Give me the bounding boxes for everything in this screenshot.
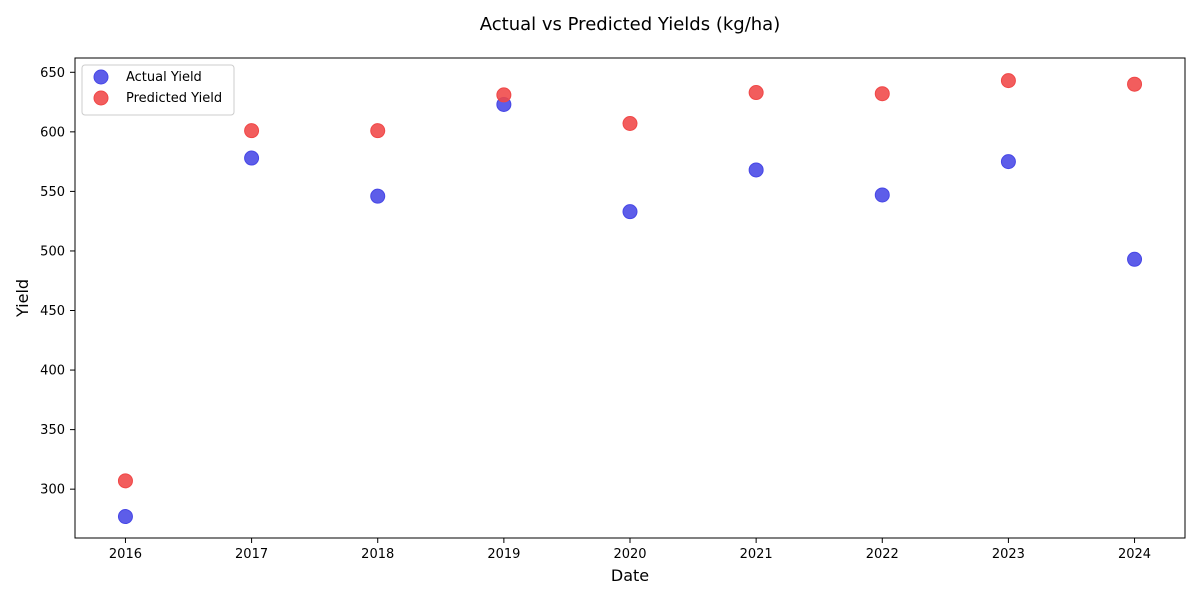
predicted-yield-point xyxy=(496,87,512,103)
predicted-yield-point xyxy=(748,85,764,101)
predicted-yield-point xyxy=(244,123,260,139)
actual-yield-point xyxy=(1127,251,1143,267)
x-tick-label: 2019 xyxy=(487,547,520,562)
y-axis-label: Yield xyxy=(13,279,32,318)
actual-yield-point xyxy=(370,188,386,204)
actual-yield-point xyxy=(1000,154,1016,170)
x-tick-label: 2023 xyxy=(992,547,1025,562)
y-tick-label: 550 xyxy=(40,185,65,200)
x-tick-label: 2017 xyxy=(235,547,268,562)
actual-yield-point xyxy=(874,187,890,203)
x-axis: 2016 2017 2018 2019 2020 2021 2022 2023 2024 xyxy=(109,538,1151,562)
legend: Actual Yield Predicted Yield xyxy=(81,64,235,116)
actual-yield-point xyxy=(622,204,638,220)
legend-label-predicted: Predicted Yield xyxy=(126,91,222,106)
predicted-yield-point xyxy=(1000,73,1016,89)
legend-box xyxy=(81,64,235,116)
x-tick-label: 2021 xyxy=(740,547,773,562)
predicted-yield-point xyxy=(370,123,386,139)
x-tick-label: 2022 xyxy=(866,547,899,562)
y-tick-label: 650 xyxy=(40,66,65,81)
data-points xyxy=(117,73,1143,525)
x-tick-label: 2020 xyxy=(613,547,646,562)
x-tick-label: 2024 xyxy=(1118,547,1151,562)
y-tick-label: 400 xyxy=(40,364,65,379)
legend-marker-predicted xyxy=(93,90,109,106)
predicted-yield-point xyxy=(874,86,890,102)
legend-marker-actual xyxy=(93,69,109,85)
actual-yield-point xyxy=(117,509,133,525)
actual-yield-point xyxy=(748,162,764,178)
y-tick-label: 600 xyxy=(40,125,65,140)
x-axis-label: Date xyxy=(611,566,649,585)
predicted-yield-point xyxy=(1127,76,1143,92)
chart-title: Actual vs Predicted Yields (kg/ha) xyxy=(480,14,780,35)
series-predicted xyxy=(117,73,1143,489)
predicted-yield-point xyxy=(622,116,638,132)
legend-label-actual: Actual Yield xyxy=(126,70,202,85)
actual-yield-point xyxy=(244,150,260,166)
y-tick-label: 300 xyxy=(40,483,65,498)
y-tick-label: 350 xyxy=(40,423,65,438)
x-tick-label: 2016 xyxy=(109,547,142,562)
predicted-yield-point xyxy=(117,473,133,489)
x-tick-label: 2018 xyxy=(361,547,394,562)
y-tick-label: 450 xyxy=(40,304,65,319)
y-axis: 300 350 400 450 500 550 600 650 xyxy=(40,66,75,498)
y-tick-label: 500 xyxy=(40,244,65,259)
series-actual xyxy=(117,96,1143,525)
